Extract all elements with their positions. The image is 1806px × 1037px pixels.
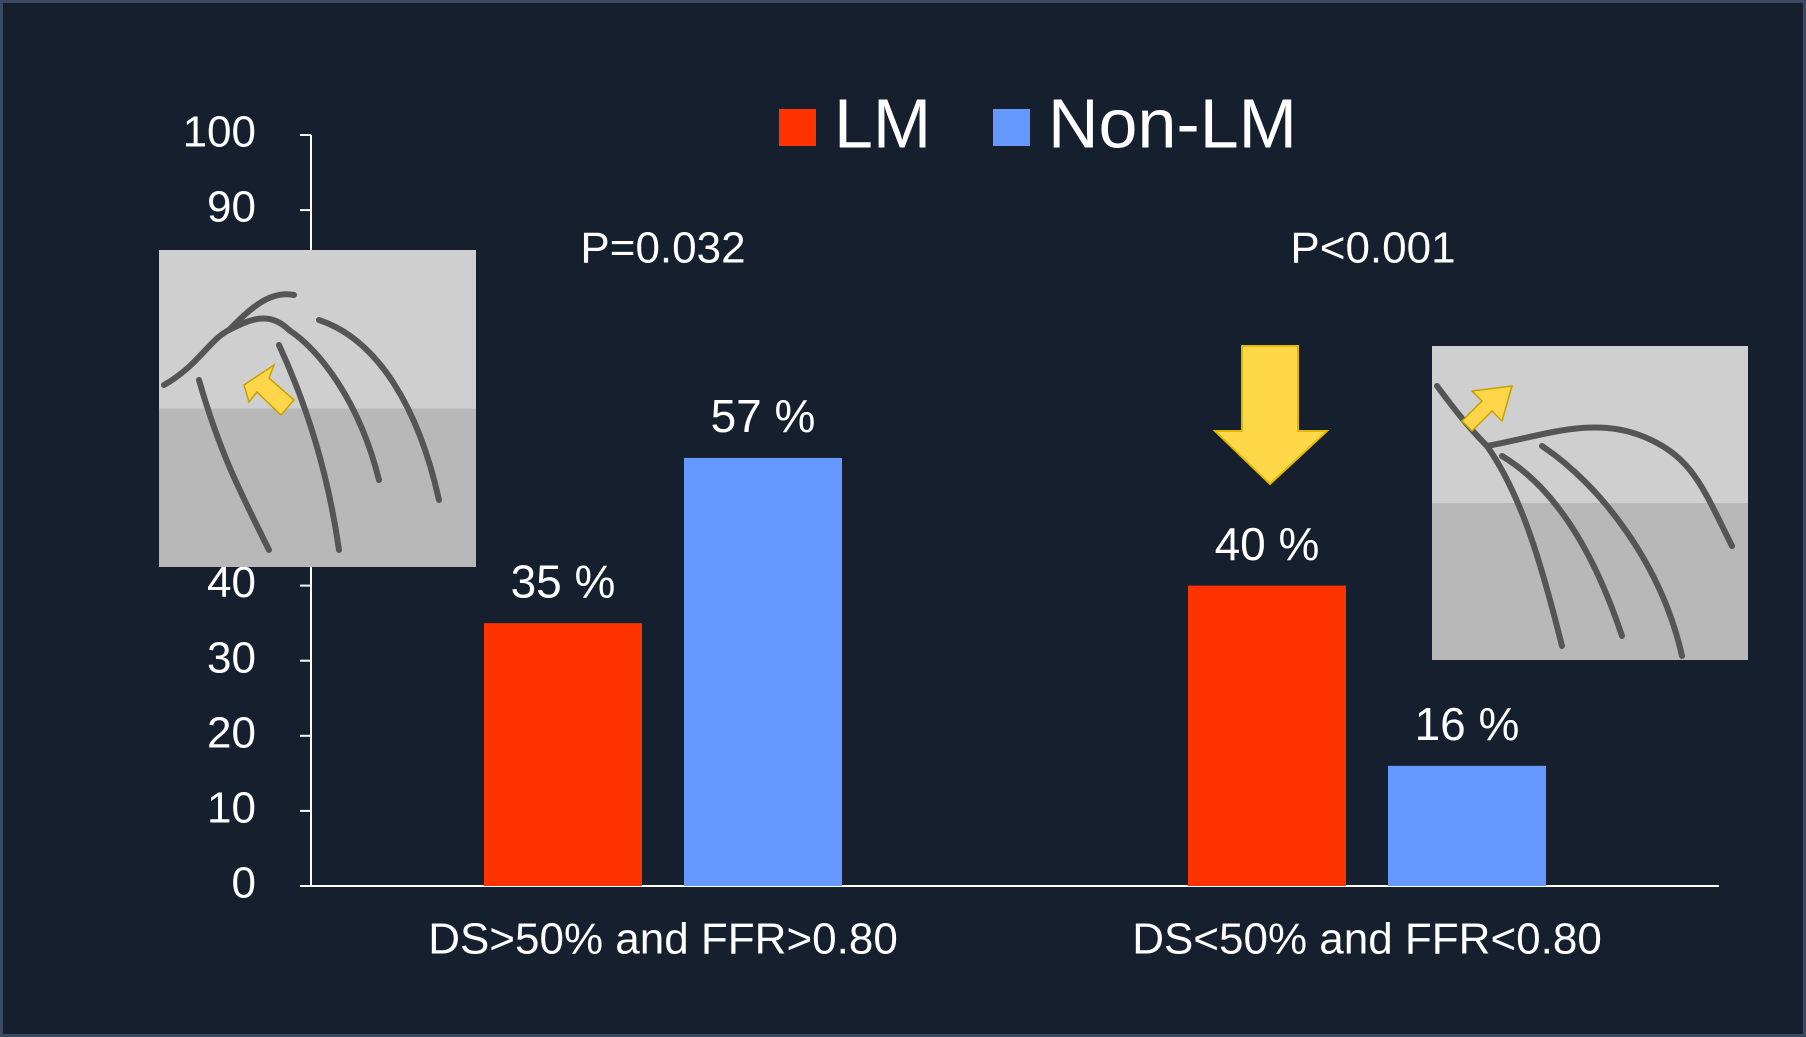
vessel	[226, 291, 297, 333]
y-tick-label: 30	[207, 633, 256, 682]
angiogram-image	[159, 250, 476, 567]
bar	[1188, 585, 1346, 886]
y-tick-label: 10	[207, 784, 256, 833]
y-tick-label: 90	[207, 183, 256, 232]
annotation: P=0.032	[580, 224, 745, 273]
highlight-arrow	[1212, 345, 1330, 486]
value-label: 16 %	[1415, 698, 1520, 750]
value-label: 40 %	[1215, 518, 1320, 570]
value-label: 35 %	[511, 555, 616, 607]
annotation: P<0.001	[1290, 224, 1455, 273]
bar	[484, 623, 642, 886]
y-tick-label: 100	[183, 108, 256, 157]
pointer-arrow	[1460, 385, 1514, 433]
y-tick-label: 20	[207, 708, 256, 757]
vessel	[286, 327, 382, 483]
y-tick-label: 0	[232, 859, 256, 908]
legend-swatch	[993, 109, 1030, 146]
bar	[1388, 765, 1546, 886]
angiogram-image	[1432, 346, 1748, 660]
legend-label: LM	[834, 84, 931, 162]
image-shade	[159, 250, 476, 409]
x-tick-label: DS>50% and FFR>0.80	[428, 915, 898, 964]
value-label: 57 %	[711, 390, 816, 442]
x-tick-label: DS<50% and FFR<0.80	[1132, 915, 1602, 964]
vessel	[1484, 443, 1565, 649]
vessel	[1484, 424, 1735, 549]
vessel	[276, 342, 342, 553]
bar	[684, 457, 842, 886]
vessel	[1499, 453, 1625, 639]
vessel	[1539, 443, 1685, 659]
legend-label: Non-LM	[1048, 84, 1297, 162]
vessel	[316, 317, 442, 503]
vessel	[196, 377, 272, 553]
legend-swatch	[779, 109, 816, 146]
vessel	[1434, 383, 1490, 449]
pointer-arrow	[243, 363, 296, 417]
